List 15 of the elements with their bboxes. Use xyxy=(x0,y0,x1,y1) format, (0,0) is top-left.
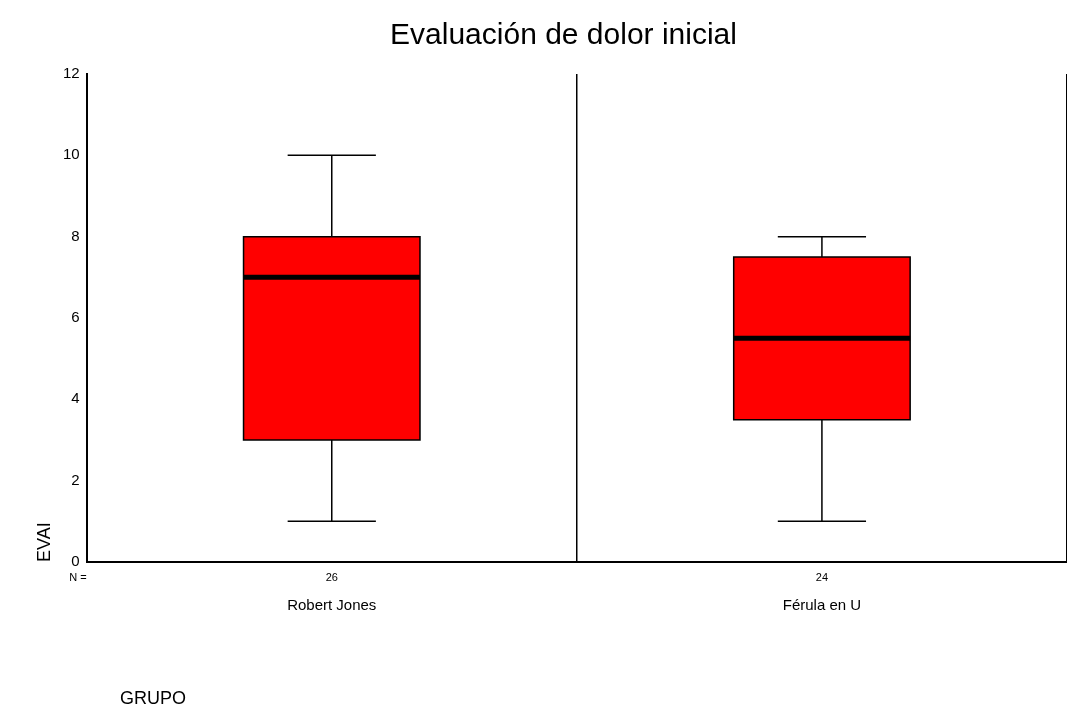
text: 24 xyxy=(815,570,829,583)
y-tick-label: 4 xyxy=(71,389,80,407)
y-tick-label: 10 xyxy=(63,145,80,163)
y-tick-label: 8 xyxy=(71,226,80,244)
text: 26 xyxy=(325,570,338,583)
y-axis-title: EVAI xyxy=(33,522,54,562)
y-tick-label: 0 xyxy=(71,552,80,570)
chart-title: Evaluación de dolor inicial xyxy=(390,17,737,51)
x-tick-label: Férula en U xyxy=(782,596,862,614)
y-tick-label: 2 xyxy=(71,470,80,488)
x-tick-label: Robert Jones xyxy=(287,596,377,614)
text: N = xyxy=(69,570,87,583)
y-tick-label: 6 xyxy=(71,308,80,326)
x-axis-title: GRUPO xyxy=(120,687,187,708)
y-tick-label: 12 xyxy=(63,64,80,82)
